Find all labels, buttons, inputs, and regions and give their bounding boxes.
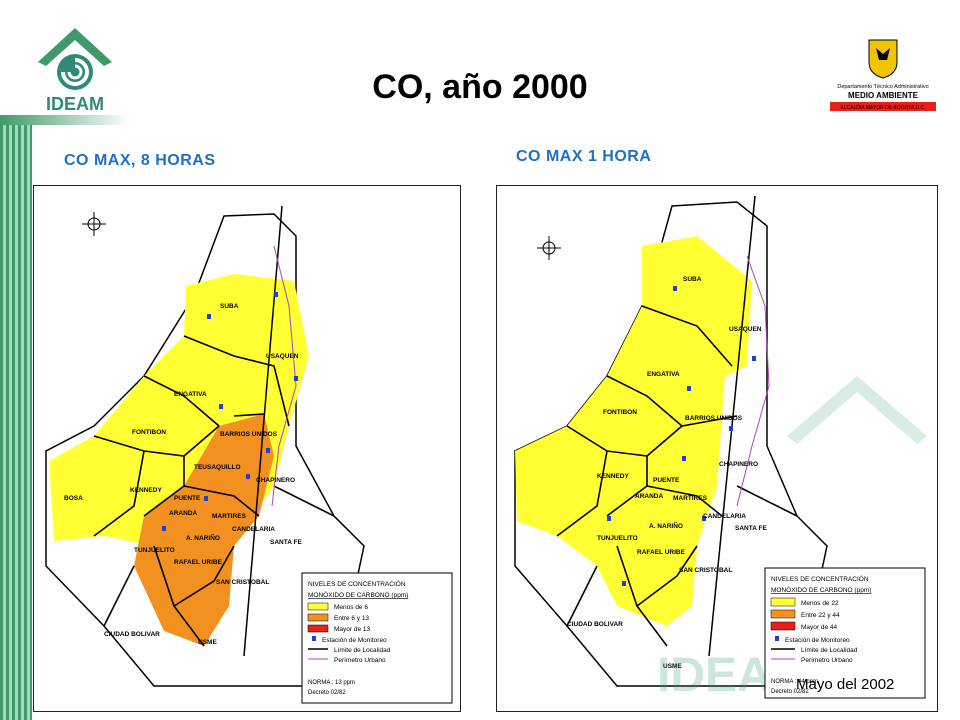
left-map-locality-labels: SUBA USAQUEN ENGATIVA FONTIBON BARRIOS U… <box>64 303 302 646</box>
decorative-side-stripes <box>0 115 32 720</box>
right-map-locality-labels: SUBA USAQUEN ENGATIVA FONTIBON BARRIOS U… <box>567 276 767 670</box>
svg-text:RAFAEL URIBE: RAFAEL URIBE <box>637 549 686 556</box>
svg-text:TUNJUELITO: TUNJUELITO <box>134 547 175 554</box>
medio-ambiente-logo: Departamento Técnico Administrativo MEDI… <box>828 38 938 113</box>
svg-text:Perímetro Urbano: Perímetro Urbano <box>334 657 386 664</box>
svg-text:Menos de 6: Menos de 6 <box>334 604 368 611</box>
ideam-logo: IDEAM <box>38 28 112 114</box>
svg-text:USAQUEN: USAQUEN <box>729 326 762 333</box>
svg-text:MONÓXIDO DE CARBONO (ppm): MONÓXIDO DE CARBONO (ppm) <box>771 585 871 594</box>
svg-text:FONTIBON: FONTIBON <box>132 429 166 436</box>
svg-text:KENNEDY: KENNEDY <box>130 487 162 494</box>
ideam-logo-text: IDEAM <box>46 94 104 114</box>
svg-text:BARRIOS UNIDOS: BARRIOS UNIDOS <box>220 431 278 438</box>
svg-text:Entre 6 y 13: Entre 6 y 13 <box>334 615 369 622</box>
north-arrow-icon <box>537 236 561 260</box>
svg-text:NORMA : 13 ppm: NORMA : 13 ppm <box>308 680 355 686</box>
right-map-subtitle: CO MAX 1 HORA <box>516 148 652 165</box>
svg-text:MARTIRES: MARTIRES <box>673 495 708 502</box>
svg-text:MEDIO AMBIENTE: MEDIO AMBIENTE <box>848 91 919 100</box>
svg-text:Decreto 02/82: Decreto 02/82 <box>771 689 809 695</box>
svg-text:NIVELES DE CONCENTRACIÓN: NIVELES DE CONCENTRACIÓN <box>771 574 869 583</box>
svg-text:SAN CRISTOBAL: SAN CRISTOBAL <box>216 579 269 586</box>
svg-text:KENNEDY: KENNEDY <box>597 473 629 480</box>
north-arrow-icon <box>82 212 106 236</box>
svg-text:Perímetro Urbano: Perímetro Urbano <box>801 657 853 664</box>
svg-text:CHAPINERO: CHAPINERO <box>256 477 295 484</box>
left-map-subtitle: CO MAX, 8 HORAS <box>64 152 216 169</box>
svg-text:BARRIOS UNIDOS: BARRIOS UNIDOS <box>685 415 743 422</box>
svg-text:SANTA FE: SANTA FE <box>270 539 302 546</box>
svg-text:Departamento Técnico Administr: Departamento Técnico Administrativo <box>837 84 928 90</box>
svg-text:Decreto 02/82: Decreto 02/82 <box>308 690 346 696</box>
svg-text:USME: USME <box>663 663 682 670</box>
svg-text:Mayor de 44: Mayor de 44 <box>801 624 838 631</box>
svg-text:BOSA: BOSA <box>64 495 83 502</box>
page-title: CO, año 2000 <box>372 68 588 106</box>
monitoring-stations <box>607 286 756 586</box>
svg-text:PUENTE: PUENTE <box>653 477 680 484</box>
svg-text:Límite de Localidad: Límite de Localidad <box>334 647 391 654</box>
svg-text:TUNJUELITO: TUNJUELITO <box>597 535 638 542</box>
svg-text:RAFAEL URIBE: RAFAEL URIBE <box>174 559 223 566</box>
svg-text:ENGATIVA: ENGATIVA <box>174 391 207 398</box>
date-label: Mayo del 2002 <box>796 676 895 693</box>
svg-text:Entre 22 y 44: Entre 22 y 44 <box>801 612 840 619</box>
svg-text:Estación de Monitoreo: Estación de Monitoreo <box>785 637 850 644</box>
svg-text:ARANDA: ARANDA <box>169 510 197 517</box>
svg-text:TEUSAQUILLO: TEUSAQUILLO <box>194 464 241 471</box>
svg-text:CIUDAD BOLIVAR: CIUDAD BOLIVAR <box>567 621 623 628</box>
svg-text:FONTIBON: FONTIBON <box>603 409 637 416</box>
svg-text:Límite de Localidad: Límite de Localidad <box>801 647 858 654</box>
svg-text:ARANDA: ARANDA <box>635 493 663 500</box>
svg-text:MONÓXIDO DE CARBONO (ppm): MONÓXIDO DE CARBONO (ppm) <box>308 590 408 599</box>
svg-text:NORMA : 44 ppm: NORMA : 44 ppm <box>771 679 818 685</box>
svg-text:SANTA FE: SANTA FE <box>735 525 767 532</box>
svg-text:NIVELES DE CONCENTRACIÓN: NIVELES DE CONCENTRACIÓN <box>308 579 406 588</box>
svg-text:CANDELARIA: CANDELARIA <box>232 526 275 533</box>
right-map: SUBA USAQUEN ENGATIVA FONTIBON BARRIOS U… <box>496 185 938 712</box>
svg-text:CHAPINERO: CHAPINERO <box>719 461 758 468</box>
svg-text:Mayor de 13: Mayor de 13 <box>334 626 371 633</box>
svg-text:SAN CRISTOBAL: SAN CRISTOBAL <box>679 567 732 574</box>
left-map-legend: NIVELES DE CONCENTRACIÓN MONÓXIDO DE CAR… <box>301 572 453 704</box>
svg-text:PUENTE: PUENTE <box>174 495 201 502</box>
monitoring-stations <box>162 292 298 531</box>
svg-text:SUBA: SUBA <box>683 276 702 283</box>
svg-text:A. NARIÑO: A. NARIÑO <box>649 521 683 530</box>
svg-text:Estación de Monitoreo: Estación de Monitoreo <box>322 637 387 644</box>
svg-text:ENGATIVA: ENGATIVA <box>647 371 680 378</box>
svg-text:USAQUEN: USAQUEN <box>266 353 299 360</box>
svg-text:Menos de 22: Menos de 22 <box>801 600 839 607</box>
right-map-legend: NIVELES DE CONCENTRACIÓN MONÓXIDO DE CAR… <box>764 567 926 699</box>
left-map: SUBA USAQUEN ENGATIVA FONTIBON BARRIOS U… <box>33 185 461 712</box>
svg-text:ALCALDIA MAYOR DE BOGOTA D.C.: ALCALDIA MAYOR DE BOGOTA D.C. <box>840 105 925 111</box>
svg-text:A. NARIÑO: A. NARIÑO <box>186 533 220 542</box>
svg-text:CANDELARIA: CANDELARIA <box>703 513 746 520</box>
svg-text:SUBA: SUBA <box>220 303 239 310</box>
svg-text:MARTIRES: MARTIRES <box>212 513 247 520</box>
svg-text:CIUDAD BOLIVAR: CIUDAD BOLIVAR <box>104 631 160 638</box>
svg-text:USME: USME <box>198 639 217 646</box>
decorative-top-stripe <box>0 115 130 125</box>
